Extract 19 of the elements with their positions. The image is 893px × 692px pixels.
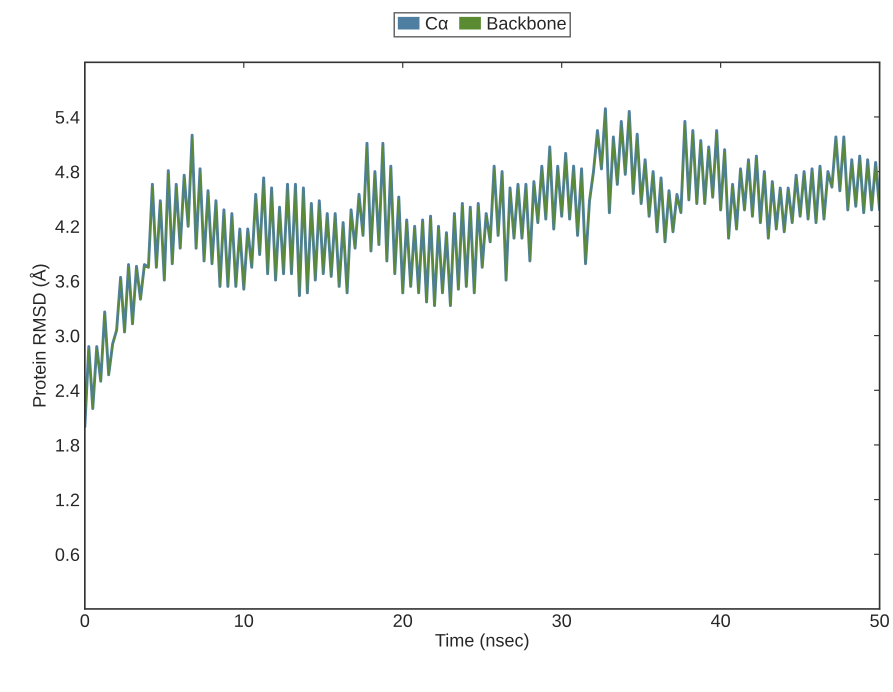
x-tick-label: 10 [235, 614, 254, 628]
y-tick-label: 2.4 [56, 384, 80, 397]
legend-label: Cα [426, 16, 448, 30]
y-tick-label: 1.2 [56, 494, 80, 506]
x-tick-label: 20 [394, 614, 412, 628]
x-tick-label: 40 [711, 614, 730, 628]
y-tick-label: 4.2 [55, 220, 80, 233]
y-tick-label: 3.0 [56, 330, 80, 342]
x-tick-label: 30 [552, 614, 572, 628]
y-tick-label: 0.6 [56, 548, 80, 562]
y-tick-label: 1.8 [56, 438, 80, 452]
legend-label: Backbone [488, 16, 566, 30]
y-tick-label: 5.4 [56, 111, 80, 124]
x-tick-label: 50 [870, 614, 889, 628]
y-axis-title: Protein RMSD (Å) [30, 264, 50, 406]
y-tick-label: 4.8 [55, 166, 80, 178]
x-tick-label: 0 [80, 614, 90, 628]
y-tick-label: 3.6 [56, 274, 80, 288]
x-axis-title: Time (nsec) [435, 633, 528, 650]
